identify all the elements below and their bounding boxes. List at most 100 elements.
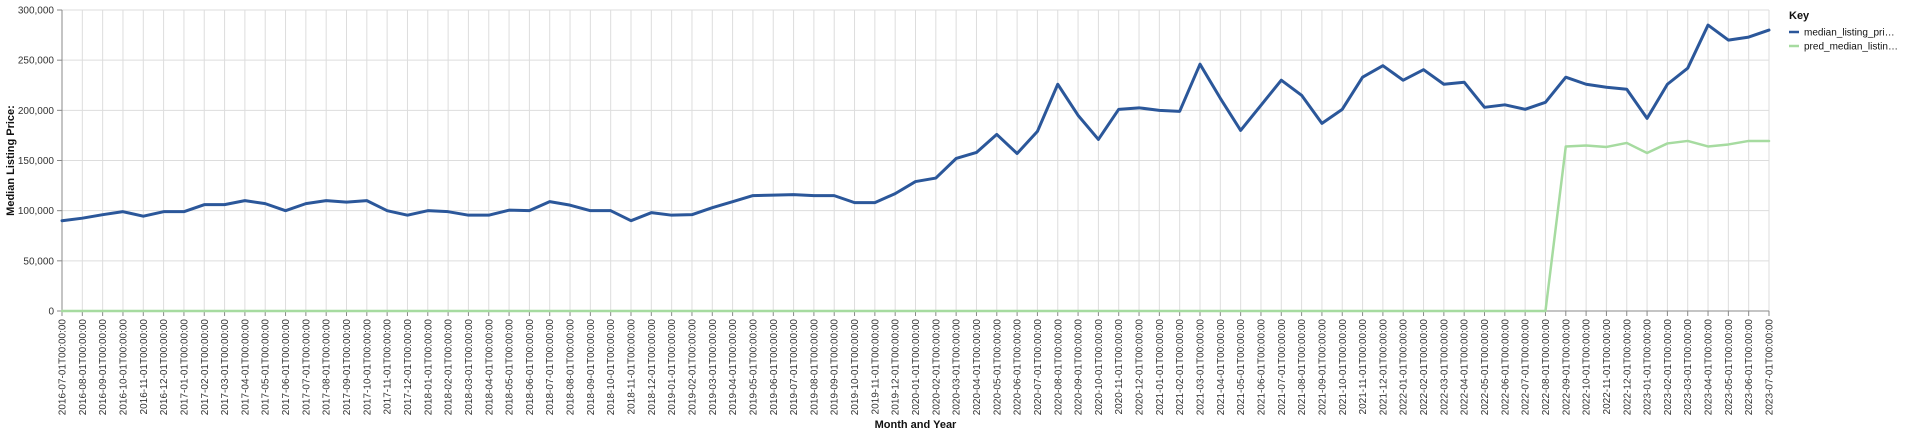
x-tick-label: 2019-06-01T00:00:00 <box>769 319 780 416</box>
x-tick-label: 2019-01-01T00:00:00 <box>667 319 678 416</box>
x-tick-label: 2017-12-01T00:00:00 <box>403 319 414 416</box>
x-tick-label: 2021-08-01T00:00:00 <box>1297 319 1308 416</box>
x-tick-label: 2019-03-01T00:00:00 <box>708 319 719 416</box>
x-tick-label: 2017-06-01T00:00:00 <box>281 319 292 416</box>
x-tick-label: 2023-03-01T00:00:00 <box>1683 319 1694 416</box>
legend-title: Key <box>1789 10 1810 22</box>
x-tick-label: 2018-01-01T00:00:00 <box>423 319 434 416</box>
x-tick-label: 2017-10-01T00:00:00 <box>362 319 373 416</box>
x-tick-label: 2018-10-01T00:00:00 <box>606 319 617 416</box>
x-tick-label: 2019-09-01T00:00:00 <box>830 319 841 416</box>
x-tick-label: 2018-03-01T00:00:00 <box>464 319 475 416</box>
x-tick-label: 2018-07-01T00:00:00 <box>545 319 556 416</box>
x-tick-label: 2022-08-01T00:00:00 <box>1541 319 1552 416</box>
x-tick-label: 2021-01-01T00:00:00 <box>1155 319 1166 416</box>
x-tick-label: 2020-03-01T00:00:00 <box>952 319 963 416</box>
x-tick-label: 2016-10-01T00:00:00 <box>118 319 129 416</box>
x-tick-label: 2019-10-01T00:00:00 <box>850 319 861 416</box>
series-line-median-listing-price <box>60 23 1771 223</box>
x-tick-label: 2016-11-01T00:00:00 <box>139 319 150 415</box>
x-tick-label: 2019-11-01T00:00:00 <box>870 319 881 415</box>
legend-label: median_listing_pri… <box>1804 28 1895 39</box>
x-tick-label: 2023-05-01T00:00:00 <box>1724 319 1735 416</box>
y-axis: 0 50,000 100,000 150,000 200,000 250,000 300,0… <box>18 6 63 318</box>
x-tick-label: 2019-07-01T00:00:00 <box>789 319 800 416</box>
x-tick-label: 2022-03-01T00:00:00 <box>1439 319 1450 416</box>
x-tick-label: 2020-01-01T00:00:00 <box>911 319 922 416</box>
x-tick-label: 2019-02-01T00:00:00 <box>687 319 698 416</box>
x-tick-label: 2017-07-01T00:00:00 <box>301 319 312 416</box>
legend-label: pred_median_listin… <box>1804 42 1898 53</box>
x-tick-label: 2020-07-01T00:00:00 <box>1033 319 1044 416</box>
x-tick-label: 2022-07-01T00:00:00 <box>1521 319 1532 416</box>
x-tick-label: 2020-08-01T00:00:00 <box>1053 319 1064 416</box>
x-tick-label: 2021-04-01T00:00:00 <box>1216 319 1227 416</box>
x-tick-label: 2021-02-01T00:00:00 <box>1175 319 1186 416</box>
x-tick-label: 2016-12-01T00:00:00 <box>159 319 170 416</box>
x-tick-label: 2018-12-01T00:00:00 <box>647 319 658 416</box>
series-lines <box>60 23 1771 313</box>
x-tick-label: 2022-11-01T00:00:00 <box>1602 319 1613 415</box>
x-tick-label: 2020-12-01T00:00:00 <box>1135 319 1146 416</box>
x-tick-label: 2018-11-01T00:00:00 <box>627 319 638 415</box>
x-tick-label: 2017-01-01T00:00:00 <box>179 319 190 416</box>
x-tick-label: 2019-04-01T00:00:00 <box>728 319 739 416</box>
x-tick-label: 2016-08-01T00:00:00 <box>78 319 89 416</box>
x-tick-label: 2018-09-01T00:00:00 <box>586 319 597 416</box>
x-tick-label: 2016-09-01T00:00:00 <box>98 319 109 416</box>
x-tick-label: 2019-08-01T00:00:00 <box>809 319 820 416</box>
x-tick-label: 2017-05-01T00:00:00 <box>261 319 272 416</box>
x-tick-label: 2020-04-01T00:00:00 <box>972 319 983 416</box>
x-tick-label: 2022-10-01T00:00:00 <box>1582 319 1593 416</box>
x-tick-label: 2022-01-01T00:00:00 <box>1399 319 1410 416</box>
y-tick-label: 250,000 <box>18 56 55 67</box>
x-tick-label: 2018-02-01T00:00:00 <box>444 319 455 416</box>
series-line-pred-median-listing-price <box>60 139 1771 313</box>
y-tick-label: 150,000 <box>18 156 55 167</box>
x-tick-label: 2021-10-01T00:00:00 <box>1338 319 1349 416</box>
x-tick-label: 2022-12-01T00:00:00 <box>1622 319 1633 416</box>
x-tick-label: 2020-10-01T00:00:00 <box>1094 319 1105 416</box>
x-tick-label: 2018-04-01T00:00:00 <box>484 319 495 416</box>
x-tick-label: 2018-08-01T00:00:00 <box>566 319 577 416</box>
x-tick-label: 2021-05-01T00:00:00 <box>1236 319 1247 416</box>
x-tick-label: 2020-05-01T00:00:00 <box>992 319 1003 416</box>
x-axis: 2016-07-01T00:00:00 2016-08-01T00:00:00 20… <box>58 310 1776 416</box>
x-tick-label: 2021-06-01T00:00:00 <box>1256 319 1267 416</box>
x-tick-label: 2023-04-01T00:00:00 <box>1704 319 1715 416</box>
x-tick-label: 2016-07-01T00:00:00 <box>58 319 69 416</box>
x-tick-label: 2023-06-01T00:00:00 <box>1744 319 1755 416</box>
x-tick-label: 2021-11-01T00:00:00 <box>1358 319 1369 415</box>
x-tick-label: 2022-02-01T00:00:00 <box>1419 319 1430 416</box>
x-tick-label: 2020-09-01T00:00:00 <box>1074 319 1085 416</box>
y-tick-label: 0 <box>48 307 54 318</box>
legend: Key median_listing_pri… pred_median_listi… <box>1789 10 1898 53</box>
x-tick-label: 2021-12-01T00:00:00 <box>1378 319 1389 416</box>
x-tick-label: 2019-05-01T00:00:00 <box>748 319 759 416</box>
x-tick-label: 2020-11-01T00:00:00 <box>1114 319 1125 415</box>
x-tick-label: 2017-02-01T00:00:00 <box>200 319 211 416</box>
x-tick-label: 2023-01-01T00:00:00 <box>1643 319 1654 416</box>
x-tick-label: 2021-09-01T00:00:00 <box>1317 319 1328 416</box>
x-tick-label: 2017-03-01T00:00:00 <box>220 319 231 416</box>
x-tick-label: 2022-06-01T00:00:00 <box>1500 319 1511 416</box>
x-tick-label: 2017-09-01T00:00:00 <box>342 319 353 416</box>
x-tick-label: 2022-05-01T00:00:00 <box>1480 319 1491 416</box>
x-tick-label: 2018-06-01T00:00:00 <box>525 319 536 416</box>
x-tick-label: 2018-05-01T00:00:00 <box>505 319 516 416</box>
x-tick-label: 2022-04-01T00:00:00 <box>1460 319 1471 416</box>
y-tick-label: 50,000 <box>23 256 54 267</box>
x-tick-label: 2020-02-01T00:00:00 <box>931 319 942 416</box>
x-tick-label: 2017-04-01T00:00:00 <box>240 319 251 416</box>
x-axis-title: Month and Year <box>875 419 957 431</box>
x-tick-label: 2021-03-01T00:00:00 <box>1196 319 1207 416</box>
grid <box>61 9 1770 312</box>
x-tick-label: 2021-07-01T00:00:00 <box>1277 319 1288 416</box>
x-tick-label: 2019-12-01T00:00:00 <box>891 319 902 416</box>
x-tick-label: 2017-08-01T00:00:00 <box>322 319 333 416</box>
x-tick-label: 2023-02-01T00:00:00 <box>1663 319 1674 416</box>
x-tick-label: 2023-07-01T00:00:00 <box>1765 319 1776 416</box>
y-tick-label: 300,000 <box>18 6 55 17</box>
y-tick-label: 200,000 <box>18 106 55 117</box>
